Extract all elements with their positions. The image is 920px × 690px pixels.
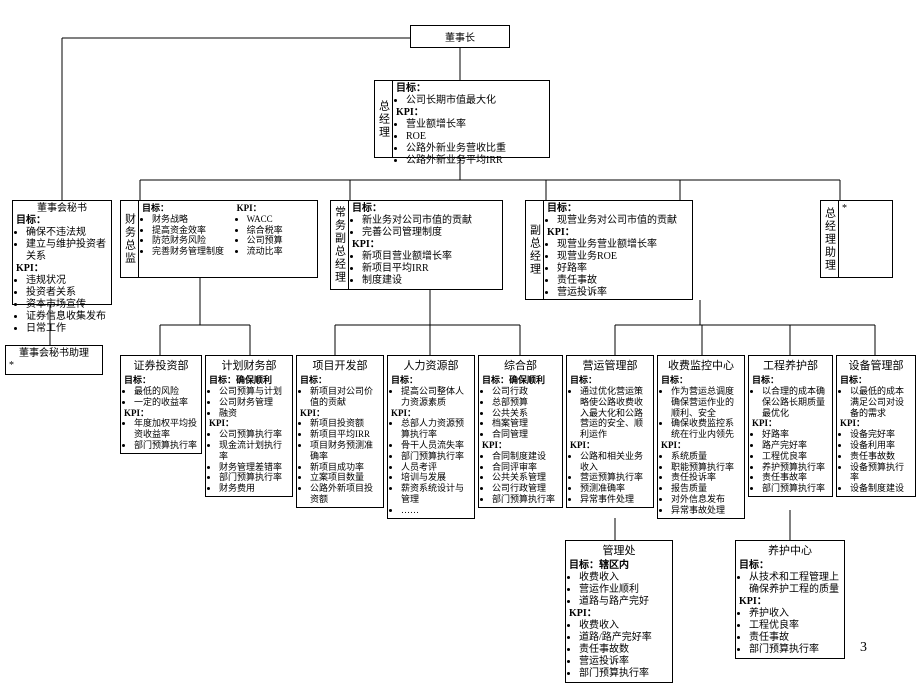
dept-ops: 营运管理部目标：通过优化营运策略使公路收费收入最大化和公路营运的安全、顺利运作K… [566,355,654,508]
chairman-label: 董事长 [445,29,475,44]
chairman-box: 董事长 [410,25,510,48]
cfo-label: 财务总监 [120,200,138,278]
dept-hr: 人力资源部目标：提高公司整体人力资源素质KPI：总部人力资源预算执行率骨干人员流… [387,355,475,519]
gm-asst-label: 总经理助理 [820,200,838,278]
dept-plan_fin: 计划财务部目标：确保顺利公司预算与计划公司财务管理融资KPI：公司预算执行率现金… [205,355,293,497]
vp-box: 目标： 现营业务对公司市值的贡献 KPI： 现营业务营业额增长率现营业务ROE好… [543,200,693,300]
cfo-box: 目标： 财务战略提高资金效率防范财务风险完善财务管理制度 KPI： WACC综合… [138,200,318,278]
vp-label: 副总经理 [525,200,543,300]
dept-proj_dev: 项目开发部目标：新项目对公司价值的贡献KPI：新项目投资额新项目平均IRR项目财… [296,355,384,508]
dept-toll: 收费监控中心目标：作为营运总调度确保营运作业的顺利、安全确保收费监控系统在行业内… [657,355,745,519]
dept-gen: 综合部目标：确保顺利公司行政总部预算公共关系档案管理合同管理KPI：合同制度建设… [478,355,563,508]
dept-equip: 设备管理部目标：以最低的成本满足公司对设备的需求KPI：设备完好率设备利用率责任… [836,355,916,497]
page-number: 3 [860,640,867,656]
gm-label-vertical: 总经理 [374,80,392,158]
maint-center-box: 养护中心 目标： 从技术和工程管理上确保养护工程的质量 KPI： 养护收入工程优… [735,540,845,659]
gm-box: 目标： 公司长期市值最大化 KPI： 营业额增长率ROE公路外新业务营收比重公路… [392,80,550,158]
mgmt-office-box: 管理处 目标：辖区内 收费收入营运作业顺利道路与路产完好 KPI： 收费收入道路… [565,540,673,683]
dept-sec_inv: 证券投资部目标：最低的风险一定的收益率KPI：年度加权平均投资收益率部门预算执行… [120,355,202,454]
secretary-assistant-box: 董事会秘书助理 * [5,345,103,375]
evp-label: 常务副总经理 [330,200,348,290]
gm-asst-box: * [838,200,893,278]
dept-maint: 工程养护部目标：以合理的成本确保公路长期质量最优化KPI：好路率路产完好率工程优… [748,355,833,497]
evp-box: 目标： 新业务对公司市值的贡献完善公司管理制度 KPI： 新项目营业额增长率新项… [348,200,503,290]
secretary-box: 董事会秘书 目标： 确保不违法规建立与维护投资者关系 KPI： 违规状况投资者关… [12,200,112,305]
